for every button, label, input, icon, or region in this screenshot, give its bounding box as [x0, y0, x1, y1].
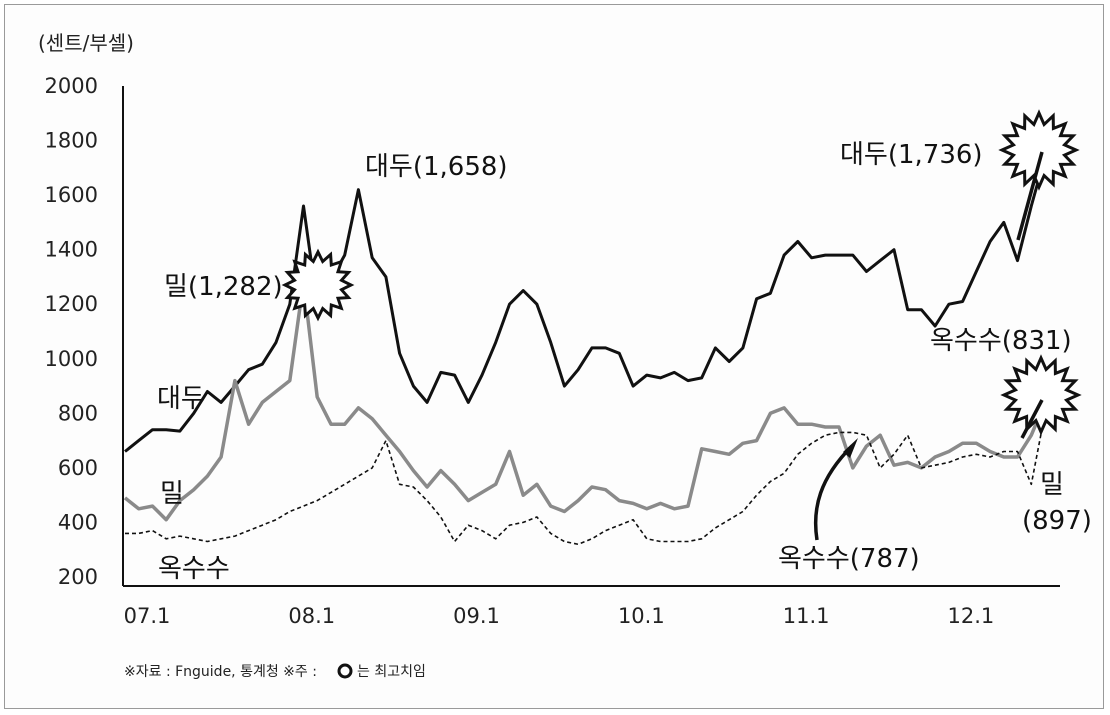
y-tick-label-7: 1600	[45, 183, 98, 207]
x-tick-label-1: 08.1	[288, 604, 335, 628]
series-line-0	[124, 156, 1047, 453]
axes	[122, 86, 1060, 587]
arrow-corn-peak	[813, 444, 854, 541]
series-label-soy: 대두	[157, 384, 205, 414]
annotation-wheat-label: 밀	[1040, 470, 1064, 500]
peak-markers	[281, 109, 1082, 436]
y-tick-label-0: 200	[58, 565, 98, 589]
x-tick-label-5: 12.1	[947, 604, 994, 628]
annotation-soy-1658: 대두(1,658)	[365, 152, 508, 182]
series-layer	[123, 156, 1047, 546]
starburst-soy-icon	[998, 109, 1080, 191]
x-tick-label-4: 11.1	[783, 604, 830, 628]
y-tick-label-6: 1400	[45, 238, 98, 262]
annotations: 대두(1,658) 대두(1,736) 밀(1,282) 옥수수(831) 대두…	[157, 140, 1092, 584]
y-tick-label-9: 2000	[45, 74, 98, 98]
series-label-corn: 옥수수	[158, 554, 230, 584]
annotation-wheat-897: (897)	[1022, 506, 1092, 536]
arrow-corn-head	[843, 438, 858, 458]
series-label-wheat: 밀	[160, 479, 184, 509]
series-line-2	[125, 413, 1046, 546]
y-tick-label-1: 400	[58, 510, 98, 534]
y-tick-label-5: 1200	[45, 292, 98, 316]
x-tick-labels: 07.1 08.1 09.1 10.1 11.1 12.1	[124, 604, 995, 628]
footnote-text: ※자료 : Fnguide, 통계청 ※주 :	[124, 664, 317, 680]
y-tick-label-3: 800	[58, 401, 98, 425]
y-tick-label-8: 1800	[45, 129, 98, 153]
unit-label: (센트/부셀)	[38, 31, 134, 55]
annotation-wheat-1282: 밀(1,282)	[164, 272, 283, 302]
footnote: ※자료 : Fnguide, 통계청 ※주 : 는 최고치임	[124, 663, 426, 680]
annotation-corn-787: 옥수수(787)	[778, 544, 920, 574]
starburst-wheat-icon	[281, 248, 355, 322]
x-tick-label-3: 10.1	[618, 604, 665, 628]
x-tick-label-2: 09.1	[453, 604, 500, 628]
y-tick-labels: 200 400 600 800 1000 1200 1400 1600 1800 2000	[45, 74, 98, 589]
y-tick-label-4: 1000	[45, 347, 98, 371]
footnote-tail: 는 최고치임	[357, 664, 426, 680]
arrow-soy-peak	[1016, 151, 1044, 241]
x-tick-label-0: 07.1	[124, 604, 171, 628]
series-line-1	[123, 280, 1047, 522]
annotation-corn-831: 옥수수(831)	[930, 326, 1072, 356]
callout-arrows	[813, 151, 1044, 541]
peak-legend-circle-icon	[337, 663, 353, 679]
annotation-soy-1736: 대두(1,736)	[840, 140, 983, 170]
y-tick-label-2: 600	[58, 456, 98, 480]
starburst-corn-icon	[1000, 354, 1082, 436]
arrow-wheat-peak	[1020, 399, 1044, 439]
